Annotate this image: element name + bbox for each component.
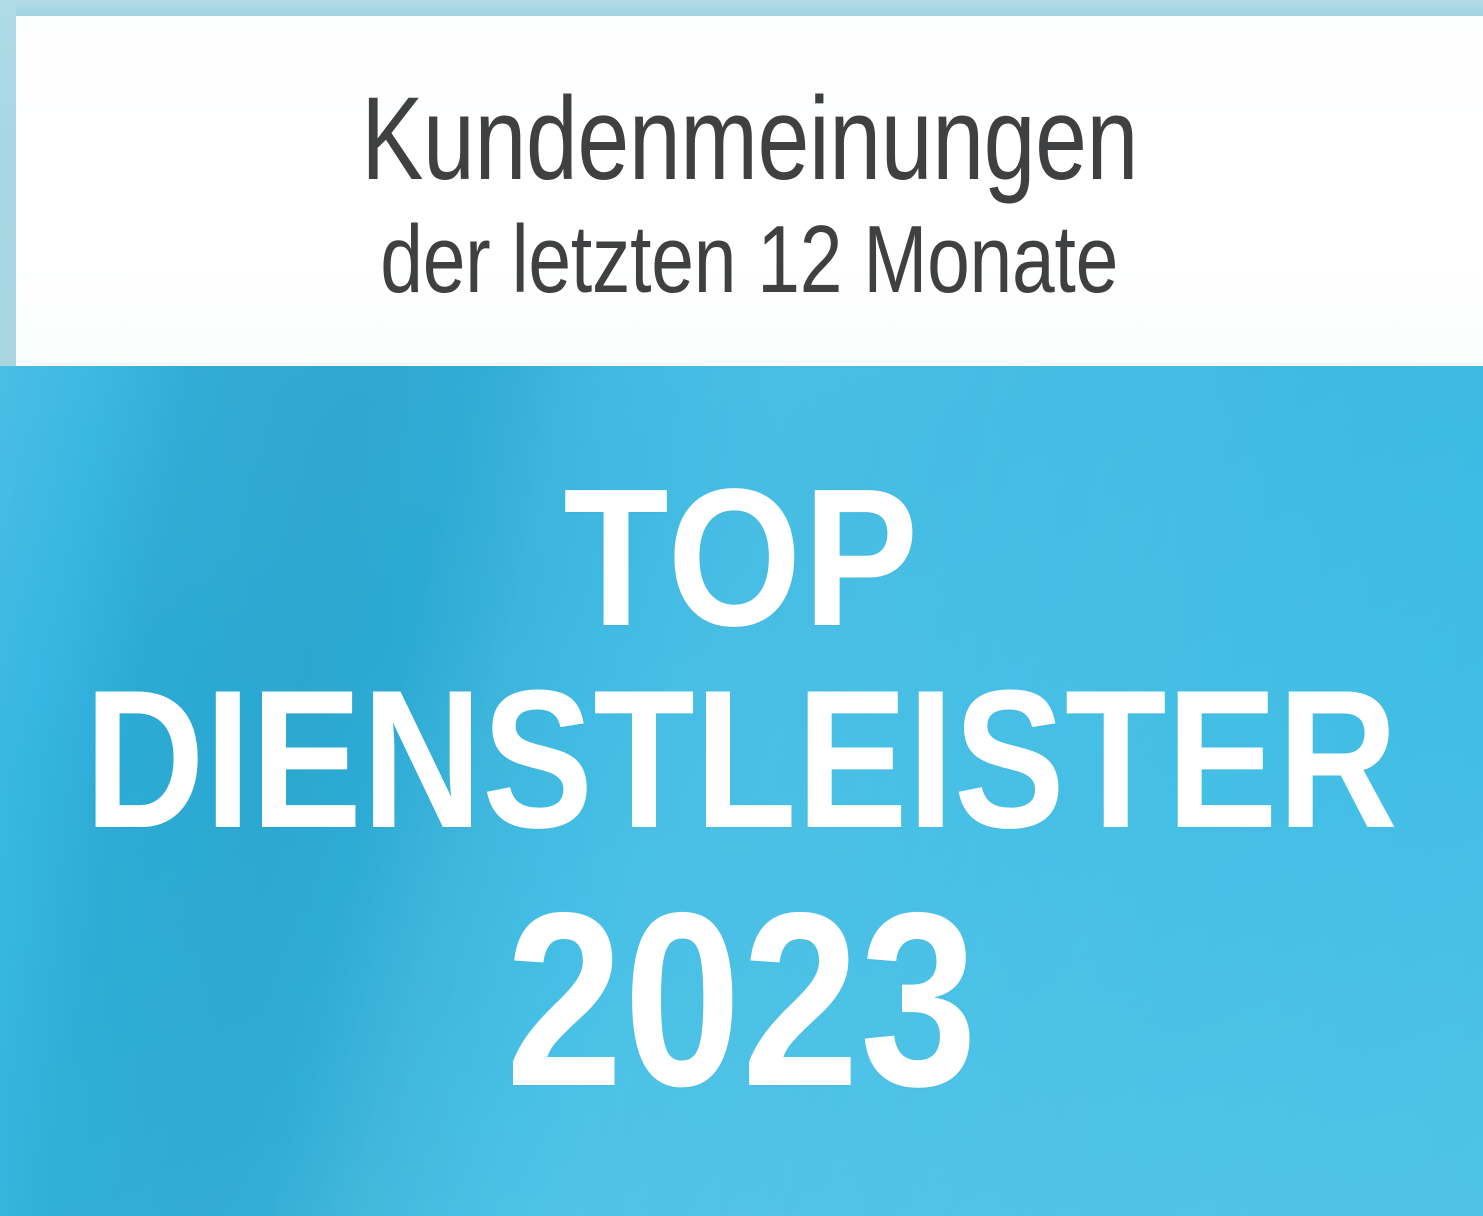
award-label-top: TOP: [563, 448, 920, 667]
award-label-category: DIENSTLEISTER: [84, 648, 1399, 869]
header-title-secondary: der letzten 12 Monate: [380, 206, 1119, 313]
award-label-year: 2023: [505, 860, 978, 1139]
award-text-group: TOP DIENSTLEISTER 2023: [0, 366, 1483, 1216]
frame-border-top: [0, 0, 1483, 16]
header-title-primary: Kundenmeinungen: [361, 73, 1138, 205]
header-panel: Kundenmeinungen der letzten 12 Monate: [16, 16, 1483, 366]
award-panel: TOP DIENSTLEISTER 2023: [0, 366, 1483, 1216]
frame-border-left: [0, 0, 16, 366]
